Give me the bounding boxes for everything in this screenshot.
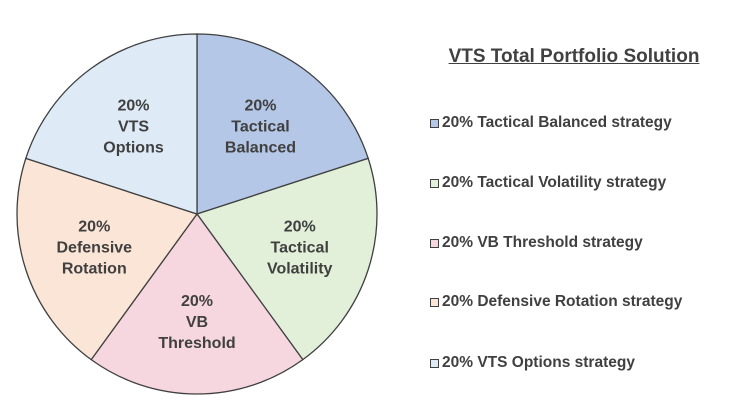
legend-item-tactical-balanced: 20% Tactical Balanced strategy	[430, 114, 672, 132]
legend-swatch	[430, 358, 439, 368]
legend-label: 20% VB Threshold strategy	[442, 234, 643, 251]
legend-label: 20% Tactical Volatility strategy	[442, 174, 667, 191]
pie-slice-vb-threshold	[90, 212, 304, 395]
slice-label-vts-options: 20% VTS Options	[103, 98, 164, 157]
legend-item-defensive-rotation: 20% Defensive Rotation strategy	[430, 293, 682, 311]
legend-swatch	[430, 178, 439, 188]
legend-label: 20% Defensive Rotation strategy	[442, 293, 683, 310]
slice-label-tactical-volatility: 20% Tactical Volatility	[267, 218, 333, 277]
slice-label-tactical-balanced: 20% Tactical Balanced	[225, 98, 296, 157]
pie-slice-defensive-rotation	[16, 157, 199, 361]
pie-chart: 20% Tactical Balanced 20% Tactical Volatility…	[16, 33, 378, 395]
legend-item-tactical-volatility: 20% Tactical Volatility strategy	[430, 174, 666, 192]
pie-slice-tactical-balanced	[196, 33, 370, 215]
legend-swatch	[430, 238, 439, 248]
legend-item-vts-options: 20% VTS Options strategy	[430, 354, 635, 372]
chart-title: VTS Total Portfolio Solution	[448, 46, 700, 67]
slice-label-vb-threshold: 20% VB Threshold	[158, 293, 235, 352]
legend-swatch	[430, 118, 439, 128]
legend-label: 20% VTS Options strategy	[442, 354, 635, 371]
slice-label-defensive-rotation: 20% Defensive Rotation	[56, 218, 132, 277]
pie-slice-tactical-volatility	[195, 157, 378, 361]
pie-slice-vts-options	[24, 33, 198, 215]
legend-swatch	[430, 297, 439, 307]
legend-item-vb-threshold: 20% VB Threshold strategy	[430, 234, 643, 252]
legend-label: 20% Tactical Balanced strategy	[442, 114, 672, 131]
